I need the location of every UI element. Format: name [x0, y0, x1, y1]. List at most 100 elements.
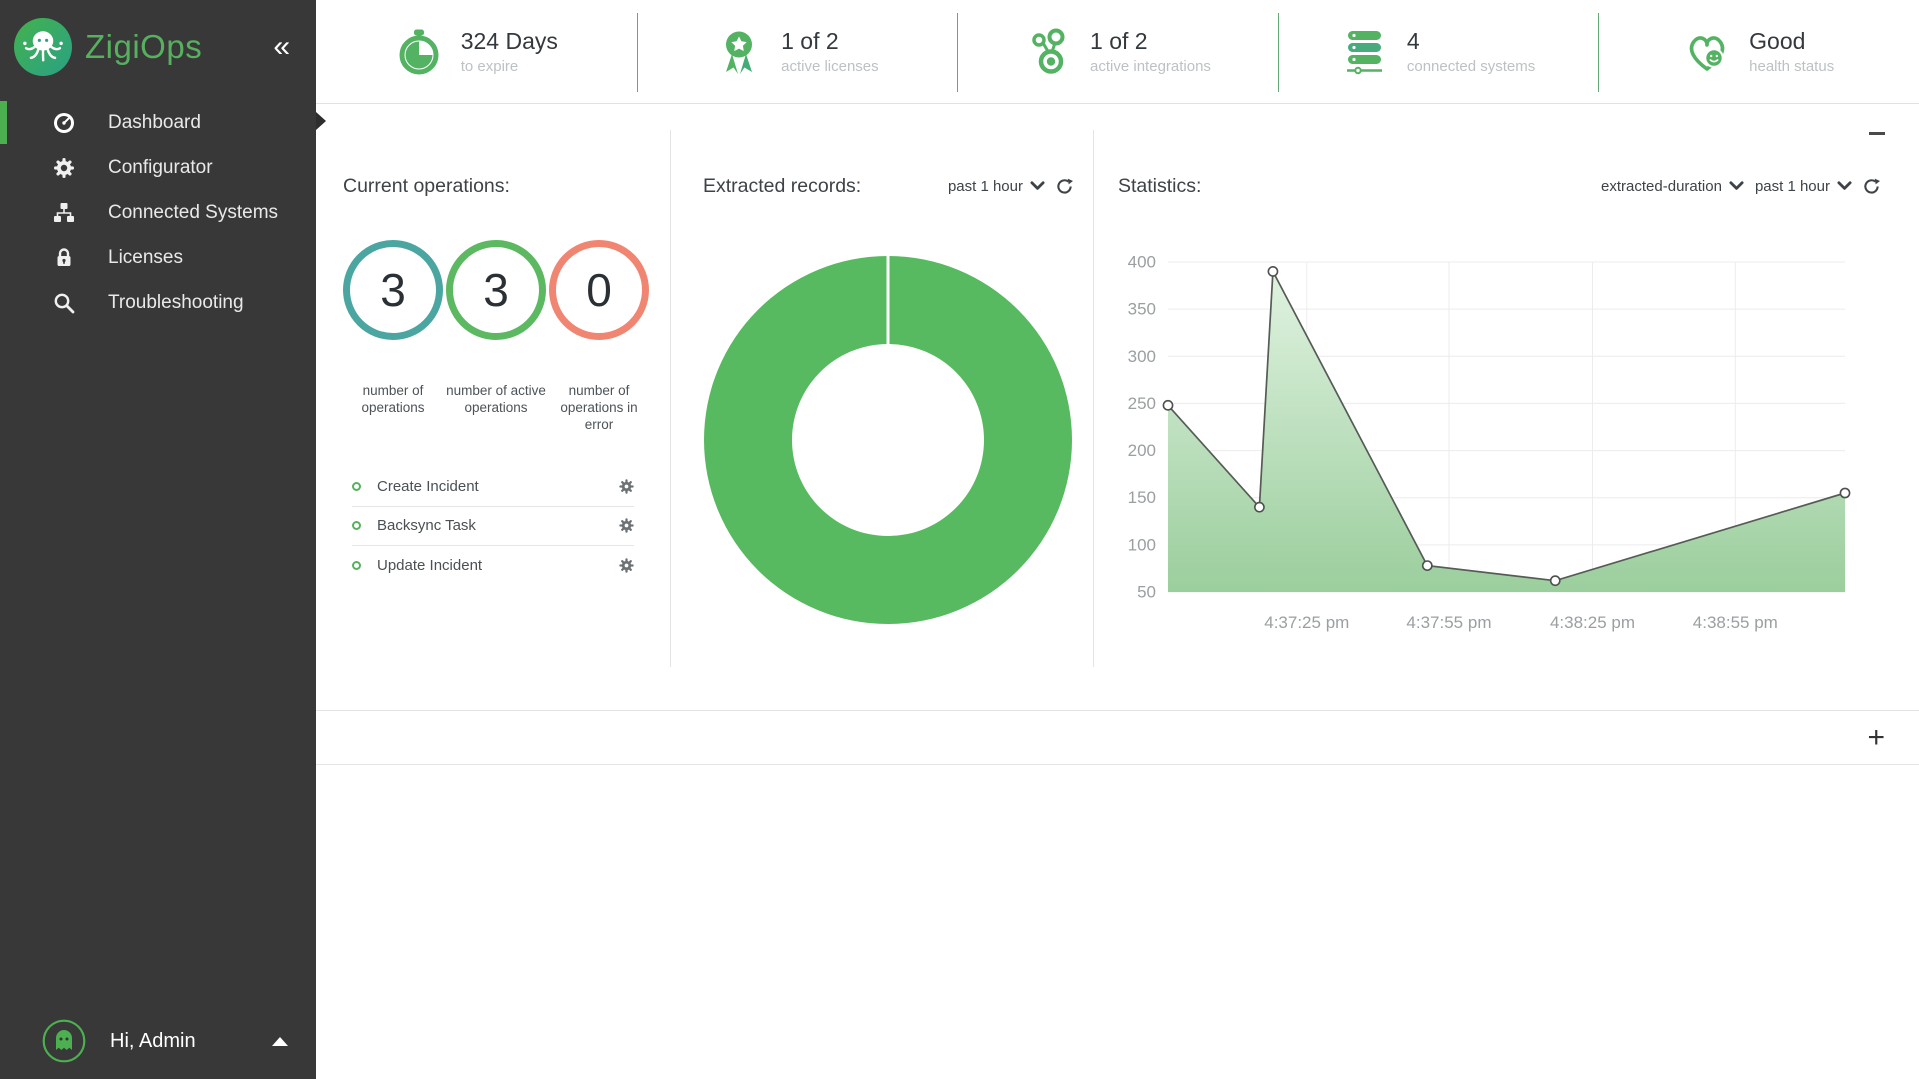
server-stack-icon	[1346, 30, 1382, 74]
counter-total-operations: 3	[343, 240, 443, 340]
kpi-label: active licenses	[781, 58, 879, 75]
sidebar-item-label: Dashboard	[108, 111, 201, 133]
gear-icon[interactable]	[619, 479, 634, 494]
kpi-days-to-expire: 324 Days to expire	[316, 0, 637, 103]
kpi-value: 1 of 2	[1090, 28, 1148, 54]
status-ring-icon	[352, 482, 361, 492]
user-menu[interactable]: Hi, Admin	[0, 1019, 316, 1079]
sidebar-collapse-icon[interactable]: «	[273, 30, 290, 63]
sitemap-icon	[54, 202, 74, 222]
widgets-row: Current operations: 3 3 0 number of oper…	[316, 130, 1919, 667]
kpi-label: active integrations	[1090, 58, 1211, 75]
gauge-icon	[54, 112, 74, 133]
svg-text:4:38:25 pm: 4:38:25 pm	[1550, 613, 1635, 632]
health-heart-icon	[1689, 35, 1725, 71]
sidebar-item-configurator[interactable]: Configurator	[0, 145, 316, 190]
counter-label: number of operations in error	[560, 383, 638, 432]
svg-text:4:38:55 pm: 4:38:55 pm	[1693, 613, 1778, 632]
kpi-health-status: Good health status	[1598, 0, 1919, 103]
chevron-down-icon	[1729, 181, 1744, 190]
status-ring-icon	[352, 560, 361, 570]
counter-label: number of active operations	[446, 383, 546, 415]
widget-title: Extracted records:	[703, 174, 862, 197]
svg-text:4:37:55 pm: 4:37:55 pm	[1406, 613, 1491, 632]
counter-error-operations: 0	[549, 240, 649, 340]
gear-icon[interactable]	[619, 518, 634, 533]
operations-list: Create Incident	[352, 468, 634, 585]
operation-row[interactable]: Create Incident	[352, 468, 634, 507]
kpi-label: health status	[1749, 58, 1835, 75]
kpi-active-licenses: 1 of 2 active licenses	[636, 0, 958, 103]
svg-text:350: 350	[1128, 300, 1156, 319]
caret-up-icon[interactable]	[272, 1036, 288, 1046]
kpi-connected-systems: 4 connected systems	[1277, 0, 1599, 103]
kpi-value: 4	[1406, 28, 1420, 54]
sidebar-item-dashboard[interactable]: Dashboard	[0, 100, 316, 145]
counter-label: number of operations	[361, 383, 425, 415]
minus-icon	[1869, 131, 1885, 135]
gear-icon	[54, 157, 74, 178]
kpi-label: to expire	[460, 58, 519, 75]
counter-active-operations: 3	[446, 240, 546, 340]
refresh-button[interactable]	[1863, 178, 1880, 195]
operation-name: Create Incident	[377, 478, 479, 496]
zigiops-logo-icon	[14, 18, 72, 76]
sidebar-item-label: Licenses	[108, 246, 183, 268]
kpi-topbar: 324 Days to expire 1 of 2 active license…	[316, 0, 1919, 104]
svg-text:50: 50	[1137, 583, 1156, 602]
operation-name: Backsync Task	[377, 517, 476, 535]
sidebar-menu: Dashboard Configurator	[0, 100, 316, 325]
sidebar-expand-handle[interactable]	[316, 112, 326, 130]
add-widget-button[interactable]: +	[1867, 720, 1885, 754]
sidebar-item-licenses[interactable]: Licenses	[0, 235, 316, 280]
metric-dropdown[interactable]: extracted-duration	[1601, 178, 1744, 195]
svg-text:400: 400	[1128, 253, 1156, 272]
time-range-dropdown[interactable]: past 1 hour	[1755, 178, 1852, 195]
time-range-value: past 1 hour	[947, 177, 1023, 195]
status-ring-icon	[352, 521, 361, 531]
dashboard-widgets-panel: Current operations: 3 3 0 number of oper…	[316, 104, 1919, 711]
integration-nodes-icon	[1032, 28, 1065, 74]
operation-name: Update Incident	[377, 556, 483, 574]
svg-text:150: 150	[1128, 488, 1156, 507]
kpi-value: Good	[1749, 28, 1806, 54]
sidebar: ZigiOps « Dashboard	[0, 0, 326, 1079]
collapse-widgets-button[interactable]	[1869, 126, 1887, 140]
stopwatch-icon	[399, 29, 439, 74]
logo-row: ZigiOps «	[0, 0, 316, 98]
svg-text:100: 100	[1128, 535, 1156, 554]
svg-text:200: 200	[1128, 441, 1156, 460]
statistics-area-chart: 400 350 300 250 200 150 100 50 4:37:25 pm 4:37:55…	[1128, 253, 1851, 632]
kpi-active-integrations: 1 of 2 active integrations	[957, 0, 1278, 103]
sidebar-item-troubleshooting[interactable]: Troubleshooting	[0, 280, 316, 325]
kpi-label: connected systems	[1406, 58, 1536, 75]
padlock-icon	[57, 247, 71, 266]
widget-title: Current operations:	[343, 174, 510, 197]
user-greeting: Hi, Admin	[110, 1029, 196, 1052]
widget-title: Statistics:	[1118, 174, 1202, 197]
donut-slice-divider	[886, 256, 890, 348]
refresh-button[interactable]	[1056, 178, 1073, 195]
current-operations-widget: Current operations: 3 3 0 number of oper…	[316, 130, 670, 667]
brand-title: ZigiOps	[85, 28, 203, 65]
extracted-records-widget: Extracted records: past 1 hour	[670, 130, 1093, 667]
avatar	[42, 1019, 86, 1063]
sidebar-item-label: Configurator	[108, 156, 213, 178]
refresh-icon	[1864, 178, 1880, 194]
time-range-value: past 1 hour	[1754, 177, 1830, 195]
extracted-records-donut	[704, 256, 1072, 624]
operation-row[interactable]: Backsync Task	[352, 507, 634, 546]
add-widget-row: +	[316, 711, 1919, 765]
svg-text:4:37:25 pm: 4:37:25 pm	[1264, 613, 1349, 632]
sidebar-item-connected-systems[interactable]: Connected Systems	[0, 190, 316, 235]
operation-row[interactable]: Update Incident	[352, 546, 634, 585]
sidebar-item-label: Troubleshooting	[108, 291, 244, 313]
chevron-down-icon	[1030, 181, 1045, 190]
chevron-down-icon	[1837, 181, 1852, 190]
svg-text:300: 300	[1128, 347, 1156, 366]
time-range-dropdown[interactable]: past 1 hour	[948, 178, 1045, 195]
kpi-value: 1 of 2	[781, 28, 839, 54]
operation-counters: 3 3 0	[343, 240, 670, 340]
gear-icon[interactable]	[619, 557, 634, 573]
main-content: 324 Days to expire 1 of 2 active license…	[316, 0, 1919, 1079]
